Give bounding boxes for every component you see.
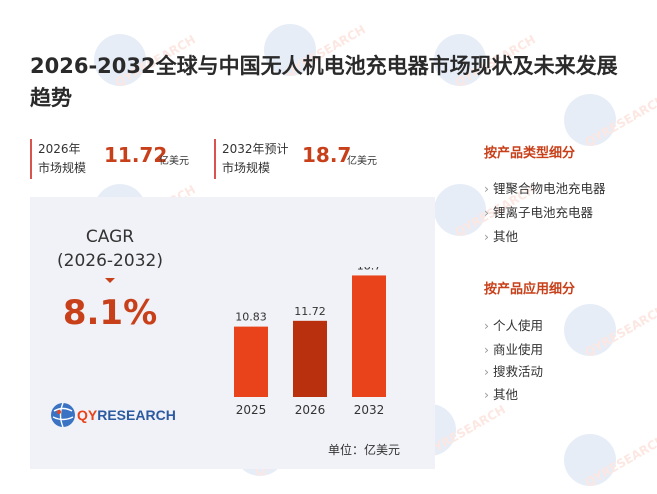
watermark: QYRESEARCH <box>430 180 538 244</box>
stat-label-line1: 2026年 <box>38 142 81 156</box>
chevron-right-icon: › <box>484 205 489 220</box>
chevron-right-icon: › <box>484 342 489 357</box>
x-tick-label: 2026 <box>295 403 326 417</box>
chevron-right-icon: › <box>484 364 489 379</box>
stat-label-line2: 市场规模 <box>222 161 271 175</box>
product-type-heading: 按产品类型细分 <box>484 146 576 161</box>
bar-value-label: 11.72 <box>294 305 326 318</box>
stat-label-line1: 2032年预计 <box>222 142 289 156</box>
cagr-label: CAGR <box>85 227 135 247</box>
stat-label: 2032年预计 市场规模 <box>222 140 292 178</box>
caret-down-icon <box>105 278 115 283</box>
globe-icon <box>51 402 75 428</box>
page-title: 2026-2032全球与中国无人机电池充电器市场现状及未来发展趋势 <box>30 54 618 110</box>
stat-value: 18.7 <box>302 143 352 167</box>
application-item[interactable]: › 其他 <box>484 387 519 402</box>
stat-label-line2: 市场规模 <box>38 161 87 175</box>
unit-note: 单位：亿美元 <box>328 443 401 457</box>
stat-2026-market-size: 2026年 市场规模 11.72 亿美元 <box>30 139 207 179</box>
bar-2026 <box>293 320 327 397</box>
watermark: QYRESEARCH <box>260 20 368 84</box>
stat-value: 11.72 <box>104 143 168 167</box>
cagr-period: (2026-2032) <box>57 251 163 271</box>
stat-label: 2026年 市场规模 <box>38 140 108 178</box>
chart-panel: CAGR (2026-2032) 8.1% 10.83 2025 11.72 2026… <box>30 197 435 469</box>
product-type-item[interactable]: › 锂聚合物电池充电器 <box>484 181 606 196</box>
application-item[interactable]: › 商业使用 <box>484 342 544 357</box>
stat-unit: 亿美元 <box>159 156 189 167</box>
x-tick-label: 2025 <box>236 403 267 417</box>
watermark: QYRESEARCH <box>90 30 198 94</box>
watermark: QYRESEARCH <box>430 30 538 94</box>
logo-brand-research: RESEARCH <box>97 407 176 423</box>
chevron-right-icon: › <box>484 229 489 244</box>
product-type-item[interactable]: › 锂离子电池充电器 <box>484 205 594 220</box>
chevron-right-icon: › <box>484 181 489 196</box>
x-tick-label: 2032 <box>354 403 385 417</box>
product-type-item[interactable]: › 其他 <box>484 229 519 244</box>
bar-2025 <box>234 326 268 397</box>
bar-value-label: 18.7 <box>357 267 382 272</box>
application-heading: 按产品应用细分 <box>484 282 576 297</box>
cagr-value: 8.1% <box>62 293 158 333</box>
stat-unit: 亿美元 <box>347 156 377 167</box>
chevron-right-icon: › <box>484 387 489 402</box>
logo-brand-qy: QY <box>77 407 98 423</box>
chevron-right-icon: › <box>484 318 489 333</box>
bar-2032 <box>352 275 386 397</box>
bar-chart: 10.83 2025 11.72 2026 18.7 2032 <box>234 267 386 417</box>
bar-value-label: 10.83 <box>235 311 267 324</box>
application-item[interactable]: › 个人使用 <box>484 318 544 333</box>
watermark: QYRESEARCH <box>560 300 657 364</box>
watermark: QYRESEARCH <box>560 430 657 494</box>
stat-2032-market-size: 2032年预计 市场规模 18.7 亿美元 <box>214 139 396 179</box>
watermark: QYRESEARCH <box>560 90 657 154</box>
application-item[interactable]: › 搜救活动 <box>484 364 544 379</box>
